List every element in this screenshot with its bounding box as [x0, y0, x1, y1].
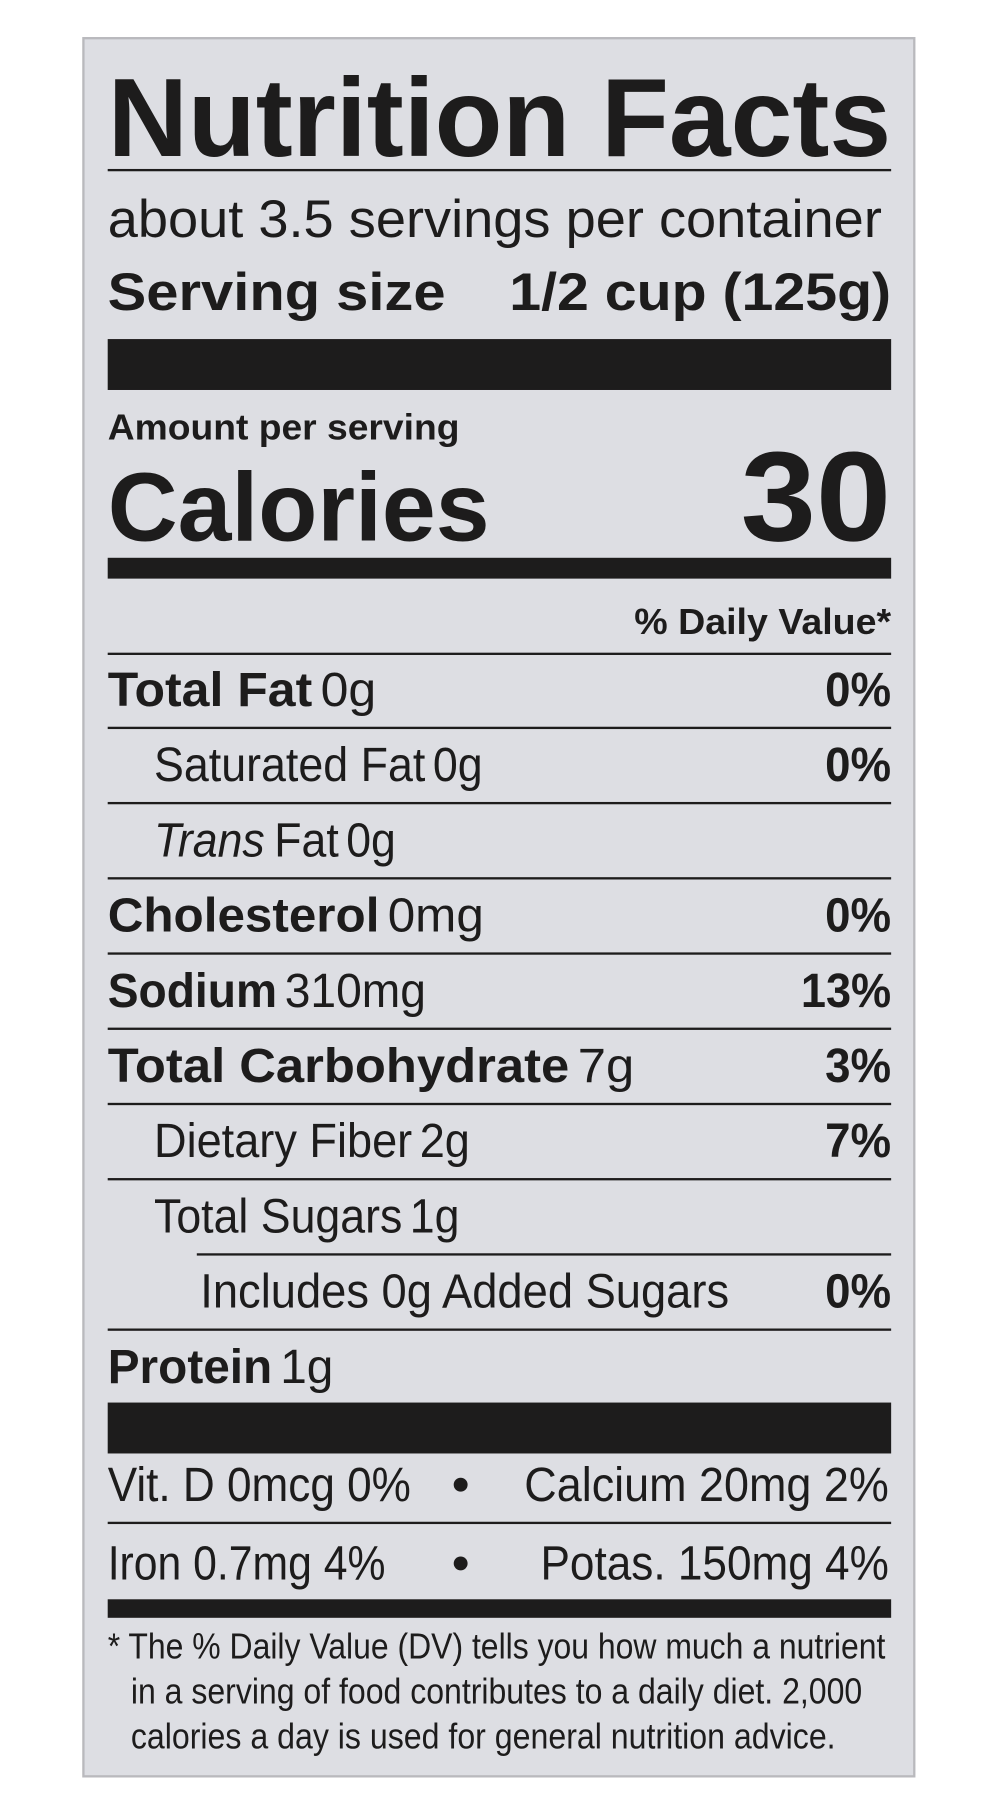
- rule: [196, 1253, 892, 1256]
- rule: [107, 801, 892, 805]
- nutrient-name: Dietary Fiber: [154, 1114, 412, 1168]
- nutrient-amount: 0g: [433, 738, 483, 792]
- bullet: [453, 1477, 468, 1492]
- rule: [107, 877, 892, 880]
- rule: [107, 1102, 892, 1106]
- medium-rule: [107, 557, 892, 579]
- nutrient-dv: 3%: [825, 1039, 891, 1093]
- nutrient-name: Saturated Fat: [154, 738, 426, 792]
- nutrient-text: Total Sugars1g: [154, 1189, 460, 1243]
- label-panel: [82, 37, 916, 1778]
- nutrient-text: Dietary Fiber2g: [154, 1114, 470, 1168]
- nutrient-dv: 0%: [825, 663, 891, 717]
- nutrient-dv: 7%: [825, 1114, 891, 1168]
- rule: [107, 1178, 892, 1181]
- vitamin-text: Vit. D 0mcg 0%: [108, 1458, 411, 1512]
- rule: [107, 1328, 892, 1331]
- nutrient-name: Cholesterol: [108, 889, 380, 943]
- rule: [107, 1521, 892, 1525]
- nutrient-dv: 0%: [825, 889, 891, 943]
- rule: [107, 652, 892, 655]
- title: Nutrition Facts: [108, 55, 891, 180]
- nutrient-text: Protein 1g: [108, 1340, 334, 1394]
- rule: [107, 1027, 892, 1030]
- thick-rule: [107, 1402, 892, 1454]
- nutrient-amount: 1g: [410, 1189, 460, 1243]
- nutrient-text: Cholesterol 0mg: [108, 889, 484, 943]
- calories-label: Calories: [108, 452, 490, 561]
- servings-per-container: about 3.5 servings per container: [108, 190, 882, 249]
- vitamin-text: Potas. 150mg 4%: [541, 1537, 889, 1591]
- nutrient-text: Total Fat 0g: [108, 663, 376, 717]
- nutrient-name: Total Sugars: [154, 1189, 402, 1243]
- nutrient-amount: 1g: [280, 1340, 333, 1394]
- footnote-line: calories a day is used for general nutri…: [131, 1717, 836, 1757]
- rule: [107, 168, 892, 172]
- nutrient-amount: 2g: [420, 1114, 470, 1168]
- bullet: [453, 1556, 468, 1571]
- nutrient-name: Protein: [108, 1340, 273, 1394]
- nutrient-amount: 0g: [321, 663, 377, 717]
- nutrient-name: Sodium: [108, 964, 277, 1018]
- nutrient-name: Trans: [154, 813, 265, 867]
- rule: [107, 952, 892, 955]
- nutrient-dv: 13%: [801, 964, 891, 1018]
- nutrient-amount: 310mg: [285, 964, 426, 1018]
- nutrient-text: Sodium310mg: [108, 964, 426, 1018]
- nutrient-text: Total Carbohydrate 7g: [108, 1039, 635, 1093]
- nutrient-name: Total Fat: [108, 663, 313, 717]
- nutrient-text: Includes 0g Added Sugars: [200, 1265, 729, 1319]
- nutrient-amount: 0g: [346, 813, 396, 867]
- nutrient-text: TransFat0g: [154, 813, 396, 867]
- vitamin-text: Calcium 20mg 2%: [524, 1458, 889, 1512]
- calories-value: 30: [741, 425, 891, 567]
- footnote-line: in a serving of food contributes to a da…: [131, 1671, 862, 1711]
- vitamin-text: Iron 0.7mg 4%: [108, 1537, 386, 1591]
- serving-size-label: Serving size: [108, 263, 446, 322]
- amount-per-serving: Amount per serving: [108, 408, 460, 448]
- nutrient-name: Fat: [274, 813, 339, 867]
- nutrient-amount: 7g: [578, 1039, 634, 1093]
- nutrient-text: Saturated Fat0g: [154, 738, 483, 792]
- footnote-line: * The % Daily Value (DV) tells you how m…: [108, 1626, 886, 1666]
- nutrient-dv: 0%: [825, 1265, 891, 1319]
- nutrient-name: Total Carbohydrate: [108, 1039, 570, 1093]
- daily-value-header: % Daily Value*: [634, 602, 891, 642]
- medium-rule: [107, 1599, 892, 1618]
- nutrient-dv: 0%: [825, 738, 891, 792]
- serving-size-value: 1/2 cup (125g): [509, 263, 891, 322]
- rule: [107, 726, 892, 730]
- nutrient-name: Includes 0g Added Sugars: [200, 1265, 729, 1319]
- nutrient-amount: 0mg: [388, 889, 484, 943]
- thick-rule: [107, 339, 892, 390]
